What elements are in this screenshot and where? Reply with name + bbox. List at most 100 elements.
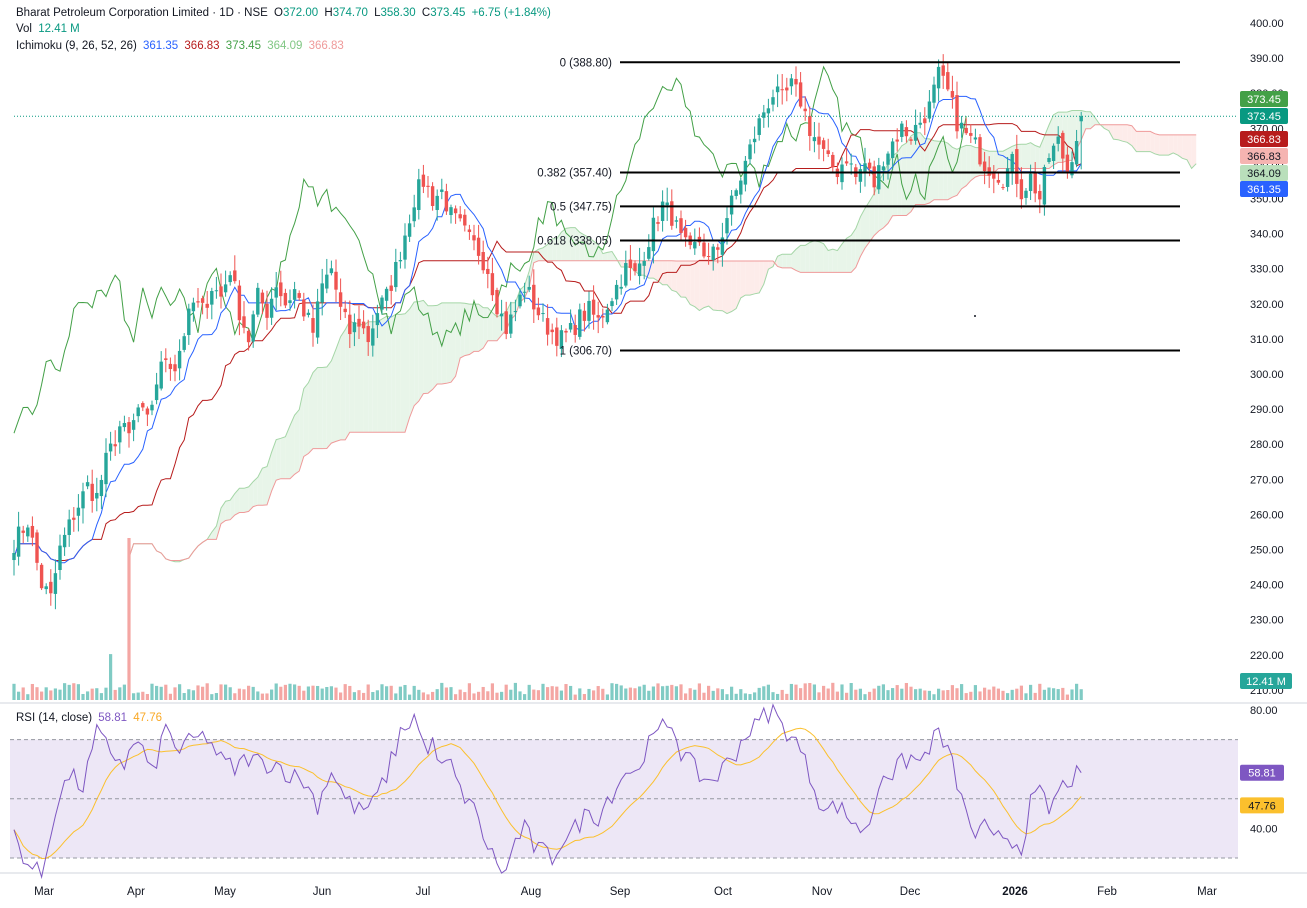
time-tick-label: Aug xyxy=(521,886,541,898)
cloud-segment xyxy=(855,216,861,268)
volume-bar xyxy=(826,688,830,700)
cloud-segment xyxy=(414,301,419,406)
candle-body xyxy=(932,84,936,103)
cloud-segment xyxy=(533,249,539,263)
cloud-segment xyxy=(736,260,741,309)
volume-bar xyxy=(256,691,260,700)
cloud-segment xyxy=(920,132,925,205)
candle-body xyxy=(444,191,449,212)
cloud-segment xyxy=(271,439,277,492)
volume-bar xyxy=(707,685,711,700)
volume-bar xyxy=(408,694,412,700)
candle-body xyxy=(44,586,48,590)
cloud-segment xyxy=(947,143,953,200)
price-tick-label: 300.00 xyxy=(1250,369,1284,381)
volume-bar xyxy=(960,684,964,700)
cloud-segment xyxy=(690,260,695,307)
candle-body xyxy=(674,220,679,222)
volume-bar xyxy=(665,685,669,700)
candle-body xyxy=(518,294,522,307)
cloud-segment xyxy=(722,260,727,314)
volume-bar xyxy=(504,684,508,700)
volume-bar xyxy=(274,683,278,700)
cloud-segment xyxy=(694,260,700,311)
candle-body xyxy=(831,154,835,168)
candle-body xyxy=(329,268,334,274)
cloud-segment xyxy=(556,232,562,261)
candle-body xyxy=(467,229,472,233)
candle-body xyxy=(499,313,504,317)
volume-bar xyxy=(95,688,99,700)
volume-bar xyxy=(817,692,821,700)
candle-body xyxy=(509,314,513,334)
candle-body xyxy=(950,91,955,98)
volume-bar xyxy=(1061,687,1065,700)
candle-body xyxy=(909,139,913,141)
candle-body xyxy=(463,214,467,226)
time-tick-label: Mar xyxy=(34,886,54,898)
volume-bar xyxy=(481,686,485,700)
cloud-segment xyxy=(888,155,893,224)
volume-bar xyxy=(615,683,619,700)
volume-bar xyxy=(164,684,168,700)
candle-body xyxy=(39,564,44,589)
volume-bar xyxy=(270,689,274,700)
candle-body xyxy=(614,284,619,300)
candle-body xyxy=(164,358,168,360)
volume-bar xyxy=(458,689,462,700)
volume-bar xyxy=(288,683,292,700)
candle-body xyxy=(62,534,67,548)
candle-body xyxy=(274,287,278,298)
volume-bar xyxy=(670,684,674,700)
volume-bar xyxy=(412,685,416,700)
candle-body xyxy=(941,65,945,76)
price-badge-label: 373.45 xyxy=(1247,94,1281,106)
volume-bar xyxy=(674,686,678,700)
volume-bar xyxy=(1033,692,1037,700)
price-tick-label: 320.00 xyxy=(1250,299,1284,311)
volume-value: 12.41 M xyxy=(38,23,80,35)
rsi-line xyxy=(13,703,1082,880)
price-tick-label: 250.00 xyxy=(1250,545,1284,557)
volume-bar xyxy=(720,689,724,700)
cloud-segment xyxy=(547,238,553,261)
cloud-segment xyxy=(1177,134,1183,159)
volume-bar xyxy=(109,654,113,700)
cloud-segment xyxy=(681,260,686,298)
cloud-segment xyxy=(717,260,723,311)
volume-badge xyxy=(1240,673,1292,689)
cloud-segment xyxy=(901,143,907,216)
volume-bar xyxy=(619,685,623,700)
volume-bar xyxy=(113,689,117,700)
cloud-segment xyxy=(1108,124,1114,140)
volume-bar xyxy=(178,684,182,700)
ichimoku-cloud xyxy=(128,110,1197,563)
candle-body xyxy=(389,285,393,291)
candle-body xyxy=(490,273,495,296)
candle-body xyxy=(757,118,761,135)
price-badge xyxy=(1240,91,1288,107)
cloud-segment xyxy=(708,260,714,311)
volume-bar xyxy=(173,687,177,700)
cloud-segment xyxy=(658,260,663,285)
candle-body xyxy=(964,127,968,134)
candle-body xyxy=(513,311,518,313)
cloud-segment xyxy=(966,145,971,186)
volume-bar xyxy=(776,693,780,700)
candle-body xyxy=(297,293,301,298)
volume-bar xyxy=(385,686,389,700)
cloud-segment xyxy=(336,336,341,442)
volume-bar xyxy=(587,688,591,700)
fib-level-label: 1 (306.70) xyxy=(560,345,613,357)
candle-body xyxy=(177,350,182,369)
candle-body xyxy=(453,208,458,214)
cloud-segment xyxy=(478,304,484,352)
candle-body xyxy=(670,201,674,226)
cloud-segment xyxy=(313,367,318,449)
volume-bar xyxy=(67,684,71,700)
cloud-segment xyxy=(589,237,594,261)
volume-bar xyxy=(932,694,936,700)
candle-body xyxy=(504,311,508,335)
volume-bar xyxy=(1001,690,1005,700)
